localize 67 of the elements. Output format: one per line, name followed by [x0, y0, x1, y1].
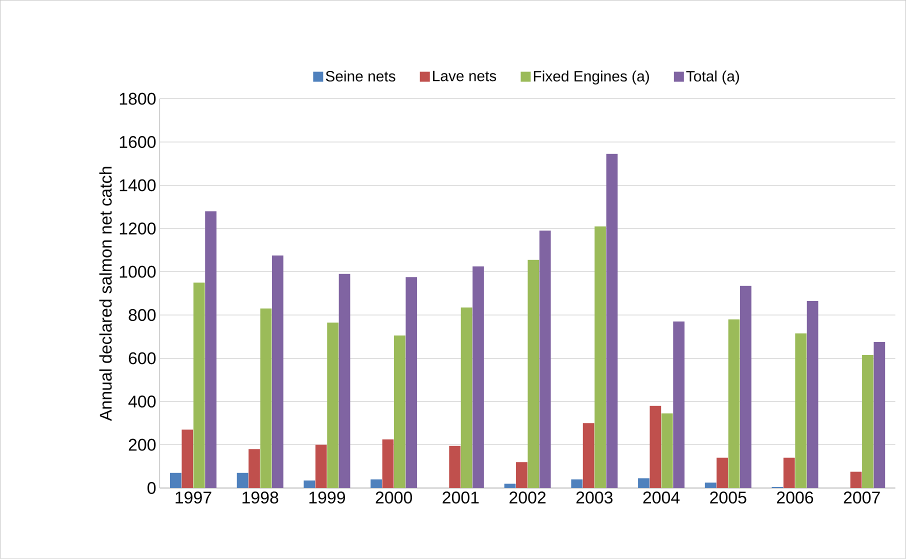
y-tick-label: 1400 — [120, 179, 156, 192]
bar — [460, 308, 472, 488]
bar — [650, 406, 662, 488]
x-tick-label: 1999 — [309, 492, 346, 504]
bar — [539, 230, 551, 488]
bar — [806, 301, 818, 488]
bar — [370, 479, 382, 488]
x-tick-label: 2005 — [710, 492, 746, 504]
bar — [449, 446, 461, 488]
bar — [594, 226, 606, 488]
x-tick-label: 2007 — [844, 492, 880, 504]
bar — [638, 478, 650, 488]
bar — [571, 479, 583, 488]
bar — [472, 266, 484, 488]
bar — [193, 282, 205, 488]
bar — [795, 334, 807, 488]
x-tick-label: 2000 — [376, 492, 412, 504]
y-axis-title: Annual declared salmon net catch — [99, 167, 112, 422]
bar — [673, 322, 685, 488]
x-tick-label: 1997 — [176, 492, 212, 504]
bar — [716, 458, 728, 488]
bar — [850, 472, 862, 488]
x-tick-label: 2001 — [442, 492, 479, 504]
y-tick-label: 1600 — [120, 136, 156, 148]
y-tick-label: 1800 — [120, 92, 156, 105]
bar — [338, 274, 350, 488]
bar — [382, 439, 394, 488]
bar — [728, 319, 740, 488]
bar — [516, 462, 528, 488]
bar — [315, 444, 327, 488]
bar — [248, 449, 260, 488]
bar — [704, 482, 716, 488]
bar — [528, 260, 540, 488]
bar — [862, 355, 874, 488]
bar — [606, 154, 618, 488]
y-tick-label: 1200 — [120, 222, 156, 235]
y-tick-label: 0 — [148, 482, 156, 494]
x-tick-label: 2003 — [576, 492, 613, 504]
y-tick-label: 1000 — [120, 266, 156, 278]
bar — [327, 322, 338, 488]
bar — [582, 423, 594, 488]
legend-label: Fixed Engines (a) — [534, 70, 649, 85]
bar — [740, 286, 752, 488]
bar — [205, 211, 216, 488]
bar — [394, 336, 406, 488]
y-tick-label: 400 — [128, 396, 156, 408]
bar — [272, 256, 284, 488]
bar — [661, 414, 673, 488]
x-tick-label: 2004 — [643, 492, 680, 504]
bar — [236, 472, 248, 488]
legend-label: Total (a) — [686, 70, 739, 85]
bar — [406, 277, 418, 488]
bar — [170, 472, 182, 488]
bar — [182, 430, 194, 488]
legend-label: Seine nets — [326, 70, 396, 82]
bar — [260, 308, 272, 488]
bar — [783, 458, 795, 488]
x-tick-label: 2002 — [510, 492, 546, 504]
bar — [304, 480, 316, 488]
x-tick-label: 1998 — [242, 492, 278, 504]
y-tick-label: 600 — [128, 352, 156, 364]
x-tick-label: 2006 — [777, 492, 814, 504]
y-tick-label: 200 — [128, 438, 156, 451]
y-tick-label: 800 — [128, 309, 156, 322]
bar — [504, 484, 516, 488]
bar — [874, 342, 886, 488]
legend-label: Lave nets — [433, 70, 496, 82]
